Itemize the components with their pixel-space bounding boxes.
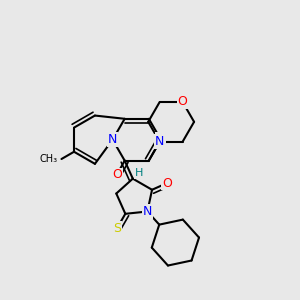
Text: H: H <box>135 168 143 178</box>
Text: N: N <box>156 133 166 146</box>
Text: CH₃: CH₃ <box>40 154 58 164</box>
Text: O: O <box>112 169 122 182</box>
Text: N: N <box>155 135 164 148</box>
Text: O: O <box>178 95 188 109</box>
Text: N: N <box>143 205 152 218</box>
Text: S: S <box>113 221 121 235</box>
Text: N: N <box>108 133 117 146</box>
Text: O: O <box>162 177 172 190</box>
